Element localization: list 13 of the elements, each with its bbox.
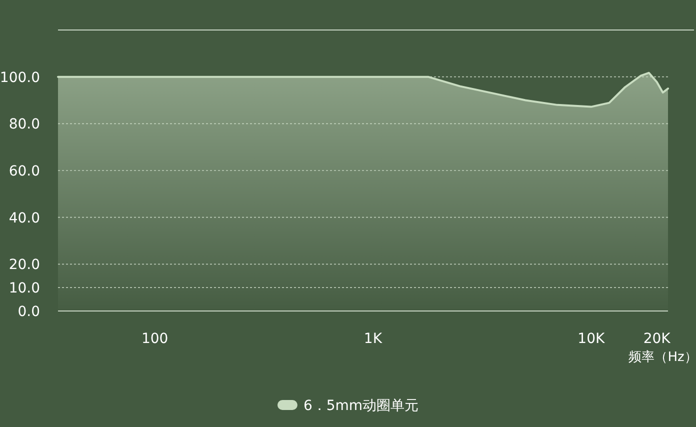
x-axis-title: 频率（Hz） — [628, 349, 696, 365]
x-tick-label: 100 — [141, 331, 168, 347]
legend-label: 6．5mm动圈单元 — [303, 398, 419, 414]
y-tick-label: 40.0 — [8, 210, 40, 226]
x-tick-label: 20K — [643, 331, 672, 347]
y-tick-label: 80.0 — [8, 116, 40, 133]
x-tick-label: 1K — [364, 331, 383, 347]
y-tick-label: 60.0 — [8, 164, 40, 180]
y-tick-label: 100.0 — [0, 70, 40, 86]
y-tick-label: 0.0 — [18, 304, 40, 320]
y-tick-label: 20.0 — [8, 257, 40, 274]
x-tick-label: 10K — [578, 331, 606, 347]
y-tick-label: 10.0 — [8, 280, 40, 297]
